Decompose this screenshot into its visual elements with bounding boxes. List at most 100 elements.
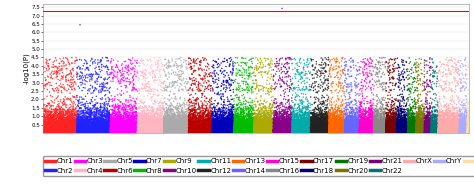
Point <box>442 118 449 121</box>
Point <box>381 110 389 113</box>
Point <box>276 120 283 123</box>
Point <box>44 116 52 119</box>
Point <box>192 126 200 129</box>
Point <box>454 129 461 132</box>
Point <box>302 87 310 90</box>
Point <box>211 123 219 126</box>
Point <box>119 129 127 132</box>
Point <box>223 130 231 133</box>
Point <box>449 128 456 131</box>
Point <box>275 131 283 134</box>
Point <box>330 121 338 124</box>
Point <box>246 127 254 130</box>
Point <box>65 127 73 130</box>
Point <box>79 124 87 127</box>
Point <box>262 129 270 132</box>
Point <box>212 119 219 122</box>
Point <box>273 127 281 130</box>
Point <box>322 131 329 134</box>
Point <box>359 119 367 122</box>
Point <box>175 131 183 134</box>
Point <box>44 127 51 131</box>
Point <box>341 127 348 130</box>
Point <box>87 131 94 134</box>
Point <box>271 127 279 130</box>
Point <box>445 59 452 62</box>
Point <box>290 108 297 111</box>
Point <box>326 128 334 131</box>
Point <box>89 123 96 126</box>
Point <box>350 122 357 125</box>
Point <box>73 127 81 130</box>
Point <box>62 80 70 83</box>
Point <box>108 122 115 125</box>
Point <box>94 101 101 104</box>
Point <box>457 119 465 122</box>
Point <box>380 118 387 121</box>
Point <box>386 120 393 123</box>
Point <box>332 118 340 121</box>
Point <box>67 126 75 129</box>
Point <box>167 129 174 132</box>
Point <box>200 127 207 130</box>
Point <box>194 131 201 134</box>
Point <box>56 131 64 134</box>
Point <box>387 130 394 133</box>
Point <box>125 129 132 132</box>
Point <box>301 88 308 91</box>
Point <box>200 123 207 126</box>
Point <box>392 122 400 125</box>
Point <box>330 125 338 128</box>
Point <box>441 103 448 106</box>
Point <box>75 129 82 132</box>
Point <box>141 128 148 131</box>
Point <box>376 131 383 134</box>
Point <box>255 67 262 70</box>
Point <box>98 131 106 134</box>
Point <box>263 131 271 134</box>
Point <box>63 127 71 130</box>
Point <box>349 122 357 125</box>
Point <box>308 130 316 133</box>
Point <box>442 126 449 129</box>
Point <box>439 131 447 134</box>
Point <box>265 127 273 131</box>
Point <box>263 126 271 129</box>
Point <box>457 122 465 125</box>
Point <box>203 128 210 131</box>
Point <box>426 122 433 125</box>
Point <box>269 103 277 106</box>
Point <box>285 56 293 59</box>
Point <box>209 126 216 129</box>
Point <box>185 129 192 132</box>
Point <box>263 116 271 119</box>
Point <box>72 124 79 127</box>
Point <box>345 128 353 131</box>
Point <box>337 128 345 131</box>
Point <box>251 116 258 119</box>
Point <box>143 125 150 128</box>
Point <box>43 131 51 134</box>
Point <box>428 131 436 134</box>
Point <box>264 127 271 130</box>
Point <box>166 122 174 125</box>
Point <box>187 123 195 126</box>
Point <box>433 130 440 133</box>
Point <box>91 61 99 64</box>
Point <box>280 126 288 129</box>
Point <box>331 124 339 127</box>
Point <box>338 123 346 126</box>
Point <box>141 118 148 121</box>
Point <box>410 127 417 130</box>
Point <box>219 127 226 130</box>
Point <box>395 123 403 126</box>
Point <box>307 124 315 127</box>
Point <box>422 130 429 133</box>
Point <box>179 131 187 134</box>
Point <box>347 100 355 103</box>
Point <box>330 120 338 123</box>
Point <box>366 128 374 131</box>
Point <box>155 130 163 133</box>
Point <box>180 130 187 133</box>
Point <box>308 126 316 129</box>
